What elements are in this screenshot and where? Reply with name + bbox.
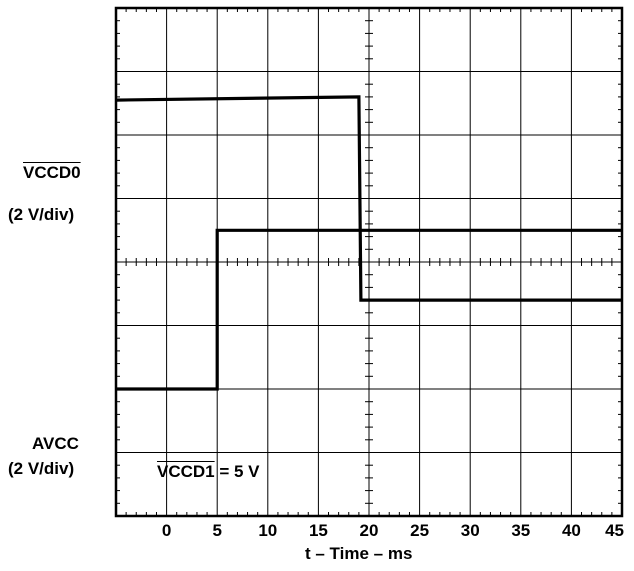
lower-signal-label: AVCC <box>32 434 79 453</box>
x-tick-labels: 0 5 10 15 20 25 30 35 40 45 <box>162 521 624 540</box>
lower-scale-label: (2 V/div) <box>8 459 75 478</box>
upper-scale-label: (2 V/div) <box>8 205 75 224</box>
plot-frame <box>114 6 624 518</box>
traces <box>115 95 622 391</box>
x-tick-label: 25 <box>410 521 429 540</box>
trace-vccd0 <box>116 228 622 391</box>
trace-avcc <box>115 95 622 302</box>
x-tick-label: 10 <box>258 521 277 540</box>
x-tick-label: 30 <box>461 521 480 540</box>
x-tick-label: 35 <box>511 521 530 540</box>
grid <box>116 8 622 516</box>
x-tick-label: 5 <box>212 521 221 540</box>
x-tick-label: 20 <box>360 521 379 540</box>
annotation-signal: VCCD1 <box>157 462 215 481</box>
x-tick-label: 40 <box>562 521 581 540</box>
annotation-value: = 5 V <box>214 462 260 481</box>
x-axis-title: t – Time – ms <box>305 544 413 563</box>
annotation: VCCD1 = 5 V <box>157 462 260 482</box>
upper-signal-label: VCCD0 <box>23 163 81 182</box>
x-tick-label: 15 <box>309 521 328 540</box>
x-tick-label: 45 <box>605 521 624 540</box>
x-tick-label: 0 <box>162 521 171 540</box>
